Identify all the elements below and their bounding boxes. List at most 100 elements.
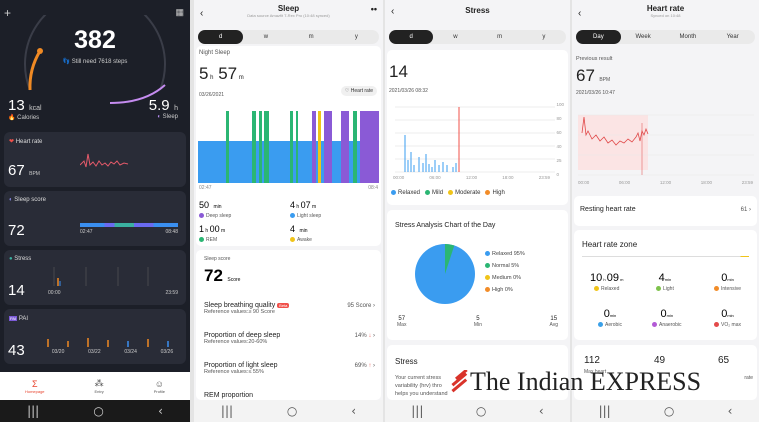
- tab-week[interactable]: w: [263, 34, 269, 40]
- tab-year[interactable]: Year: [726, 34, 739, 40]
- zone-vo2max: 0min VO₂ max: [714, 304, 741, 328]
- awake-stat: 4 min Awake: [290, 224, 312, 243]
- deep-proportion-row[interactable]: Proportion of deep sleep 14% ↓ › Reference…: [204, 332, 375, 345]
- tab-month[interactable]: m: [497, 34, 503, 40]
- tab-entry[interactable]: ⁂ Entry: [94, 378, 104, 394]
- sleep-score-details: Sleep score 72 Score Sleep breathing qua…: [196, 250, 381, 400]
- android-navbar: ||| ○ ‹: [572, 400, 759, 422]
- arrow-up-icon: ↑: [368, 362, 372, 369]
- stress-header: ‹ Stress: [385, 6, 570, 30]
- sleep-score-icon: ◐: [9, 197, 13, 203]
- back-icon[interactable]: ‹: [351, 404, 357, 418]
- ss-t1: 02:47: [80, 229, 93, 235]
- sleep-date: 03/26/2021: [199, 92, 225, 98]
- pai-value: 43: [8, 342, 25, 359]
- recents-icon[interactable]: |||: [220, 404, 234, 418]
- calories-unit: kcal: [29, 105, 42, 112]
- back-icon[interactable]: ‹: [158, 404, 163, 418]
- tab-profile[interactable]: ☺ Profile: [153, 378, 166, 394]
- hr-max-label: Max heart: [584, 369, 607, 375]
- score-value: 72 Score: [204, 266, 241, 285]
- heart-rate-card[interactable]: ❤ Heart rate 67 BPM: [4, 132, 186, 187]
- sleep-header: ‹ Sleep Data source Amazfit T-Rex Pro (1…: [194, 4, 383, 28]
- stress-legend: Relaxed Mild Moderate High: [391, 190, 505, 196]
- previous-result-label: Previous result: [576, 56, 613, 62]
- pie-legend: Relaxed 95% Normal 5% Medium 0% High 0%: [485, 248, 525, 296]
- back-icon[interactable]: ‹: [727, 404, 733, 418]
- tab-homepage[interactable]: Σ Homepage: [24, 378, 45, 394]
- tab-day[interactable]: d: [198, 30, 244, 44]
- hr-date: 2021/03/26 10:47: [576, 90, 615, 96]
- back-arrow-icon[interactable]: ‹: [391, 6, 395, 17]
- zone-aerobic: 0min Aerobic: [598, 304, 622, 328]
- stress-value: 14: [8, 282, 25, 299]
- rem-stat: 1 h 00 m REM: [199, 224, 226, 243]
- circles-icon: ⁂: [94, 378, 104, 388]
- tab-year[interactable]: y: [542, 34, 546, 40]
- profile-icon: ☺: [154, 378, 164, 389]
- stress-info-text: Your current stress variability (hrv) thr…: [395, 375, 448, 397]
- home-icon[interactable]: ○: [663, 404, 675, 418]
- tab-week[interactable]: Week: [635, 34, 651, 40]
- stress-date: 2021/03/26 08:32: [389, 88, 428, 94]
- pai-title: PAI: [18, 316, 29, 322]
- stress-card[interactable]: ● Stress 14 00:00 23:59: [4, 250, 186, 305]
- home-icon[interactable]: ○: [475, 404, 487, 418]
- ss-bar: [80, 223, 178, 227]
- zone-intensive: 0min Intensive: [714, 268, 741, 292]
- recents-icon[interactable]: |||: [411, 404, 424, 418]
- home-panel: + ▦ 382 👣 Still need 7618 steps 13 kcal …: [0, 0, 190, 422]
- sigma-icon: Σ: [31, 378, 38, 389]
- hr-value: 67: [8, 162, 25, 179]
- heart-rate-button[interactable]: ♡ Heart rate: [340, 86, 377, 96]
- calories-value: 13: [8, 97, 25, 114]
- sleep-t2: 08:4: [368, 185, 378, 191]
- stress-t1: 00:00: [48, 290, 61, 296]
- hr-title: Heart rate: [646, 4, 685, 13]
- ss-title: Sleep score: [14, 197, 46, 203]
- hr-header: ‹ Heart rate Synced on 10:48: [572, 4, 759, 28]
- add-icon[interactable]: +: [4, 6, 12, 20]
- tab-month[interactable]: m: [308, 34, 314, 40]
- recents-icon[interactable]: |||: [598, 404, 611, 418]
- back-arrow-icon[interactable]: ‹: [200, 8, 204, 19]
- sleep-label: Sleep: [162, 114, 178, 120]
- sleep-duration: 5 h 57 m: [199, 64, 244, 83]
- resting-hr-row[interactable]: Resting heart rate 61 ›: [574, 196, 757, 226]
- more-icon[interactable]: ••: [370, 4, 377, 14]
- stress-chart-card: 14 2021/03/26 08:32 100 80 60 40 25 0 00:00 06…: [387, 50, 568, 205]
- stress-yticks: 100 80 60 40 25 0: [556, 102, 564, 177]
- stress-pie-chart: [415, 244, 475, 304]
- hr-day-chart: [578, 114, 754, 176]
- breathing-row[interactable]: Sleep breathing quality Beta 95 Score › Re…: [204, 302, 375, 315]
- sleep-stage-chart: [198, 111, 379, 183]
- tab-month[interactable]: Month: [679, 34, 697, 40]
- home-icon[interactable]: ○: [286, 404, 298, 418]
- recents-icon[interactable]: |||: [27, 404, 40, 418]
- back-icon[interactable]: ‹: [538, 404, 544, 418]
- light-proportion-row[interactable]: Proportion of light sleep 69% ↑ › Referenc…: [204, 362, 375, 375]
- rem-proportion-row[interactable]: REM proportion: [204, 392, 254, 399]
- heart-rate-panel: ‹ Heart rate Synced on 10:48 Day Week Mo…: [572, 0, 759, 422]
- tab-day[interactable]: d: [389, 30, 434, 44]
- tab-day[interactable]: Day: [576, 30, 621, 44]
- stress-title: Stress: [465, 6, 490, 15]
- back-arrow-icon[interactable]: ‹: [578, 8, 582, 19]
- stress-info-title: Stress: [395, 357, 418, 366]
- analysis-title: Stress Analysis Chart of the Day: [395, 222, 496, 229]
- pai-card[interactable]: PAI PAI 43 03/20 03/22 03/24 03/26: [4, 309, 186, 364]
- stress-day-chart: [395, 106, 555, 173]
- stress-analysis-card: Stress Analysis Chart of the Day Relaxed…: [387, 210, 568, 340]
- publisher-watermark: The Indian EXPRESS: [448, 366, 701, 398]
- sleep-score-card[interactable]: ◐ Sleep score 72 02:47 08:48: [4, 191, 186, 246]
- grid-icon[interactable]: ▦: [175, 7, 184, 17]
- hr-xticks: 00:00 06:00 12:00 18:00 23:59: [578, 180, 753, 185]
- sleep-t1: 02:47: [199, 185, 212, 191]
- home-icon[interactable]: ○: [93, 404, 104, 418]
- stress-period-tabs: d w m y: [389, 30, 566, 44]
- calories-label: Calories: [17, 115, 40, 121]
- tab-year[interactable]: y: [354, 34, 358, 40]
- hr-title: Heart rate: [15, 139, 43, 145]
- pai-mini-chart: [47, 338, 169, 347]
- tab-week[interactable]: w: [453, 34, 458, 40]
